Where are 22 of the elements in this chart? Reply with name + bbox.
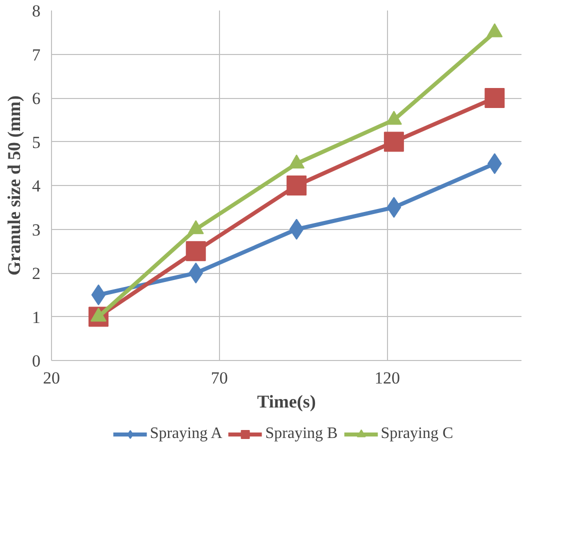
point <box>188 262 204 284</box>
legend-label: Spraying A <box>150 425 222 443</box>
legend-label: Spraying C <box>380 425 454 443</box>
x-tick-label: 20 <box>43 368 60 388</box>
point <box>186 241 206 262</box>
x-tick-label: 120 <box>374 368 400 388</box>
x-tick-label: 70 <box>210 368 228 388</box>
y-tick-label: 0 <box>32 352 40 370</box>
point <box>484 88 505 108</box>
y-tick-label: 2 <box>32 264 40 283</box>
point <box>384 132 404 152</box>
y-tick-label: 5 <box>32 132 40 152</box>
y-tick-label: 4 <box>32 176 41 196</box>
y-tick-label: 8 <box>32 2 40 20</box>
y-tick-label: 1 <box>32 308 40 327</box>
point <box>286 176 307 196</box>
y-tick-label: 3 <box>32 220 40 240</box>
x-axis-title: Time(s) <box>257 392 316 412</box>
y-axis-title: Granule size d 50 (mm) <box>4 96 24 276</box>
legend-label: Spraying B <box>265 425 338 443</box>
y-tick-label: 7 <box>32 45 41 64</box>
y-tick-label: 6 <box>32 89 40 108</box>
